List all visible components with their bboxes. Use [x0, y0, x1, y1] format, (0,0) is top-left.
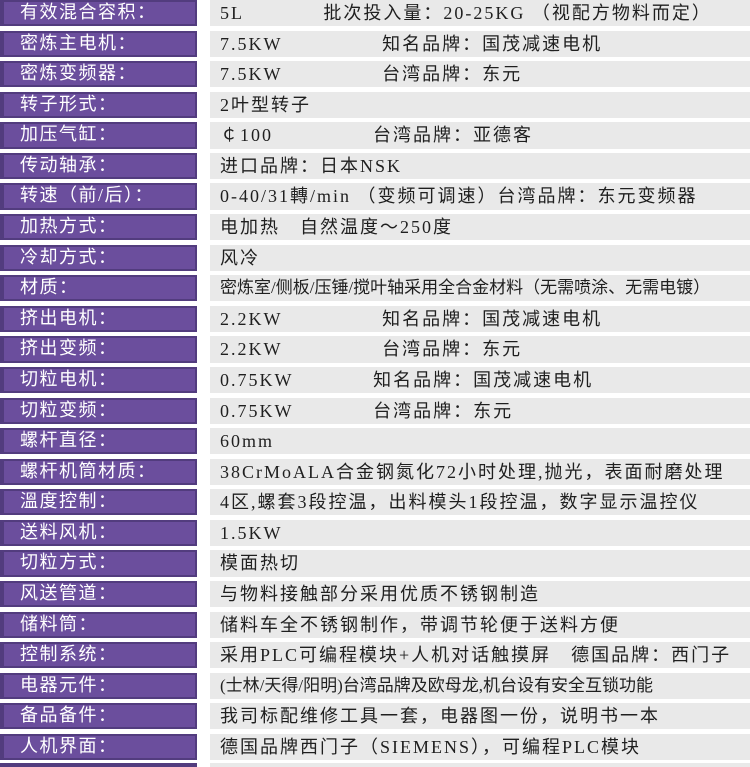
spec-label-cell: 螺杆直径：	[0, 428, 197, 455]
spec-label-cell: 传动轴承：	[0, 152, 197, 180]
spec-value-cell: 60mm	[210, 428, 750, 455]
spec-label-cell: 溫度控制：	[0, 489, 197, 516]
spec-value-cell: 进口品牌：日本NSK	[210, 152, 750, 180]
spec-row: 密炼变频器： 7.5KW 台湾品牌：东元	[0, 61, 750, 88]
spec-row: 螺杆机筒材质： 38CrMoALA合金钢氮化72小时处理,抛光，表面耐磨处理	[0, 458, 750, 485]
next-row-label-edge	[0, 763, 197, 767]
spec-row: 切粒变频： 0.75KW 台湾品牌：东元	[0, 397, 750, 424]
spec-row: 密炼主电机： 7.5KW 知名品牌：国茂减速电机	[0, 30, 750, 57]
spec-value-cell: 1.5KW	[210, 519, 750, 547]
spec-row: 溫度控制： 4区,螺套3段控温，出料模头1段控温，数字显示温控仪	[0, 489, 750, 516]
spec-label-cell: 储料筒：	[0, 611, 197, 638]
spec-label-cell: 切粒方式：	[0, 550, 197, 577]
spec-label-cell: 挤出变频：	[0, 336, 197, 363]
spec-value-cell: 38CrMoALA合金钢氮化72小时处理,抛光，表面耐磨处理	[210, 458, 750, 485]
spec-row: 人机界面： 德国品牌西门子（SIEMENS），可编程PLC模块	[0, 733, 750, 761]
spec-label-cell: 冷却方式：	[0, 244, 197, 271]
spec-value-cell: 与物料接触部分采用优质不锈钢制造	[210, 580, 750, 608]
spec-value-cell: 2.2KW 知名品牌：国茂减速电机	[210, 305, 750, 332]
spec-label-cell: 螺杆机筒材质：	[0, 458, 197, 485]
spec-row: 挤出变频： 2.2KW 台湾品牌：东元	[0, 336, 750, 363]
spec-label-cell: 材质：	[0, 275, 197, 302]
spec-label-cell: 加压气缸：	[0, 122, 197, 149]
spec-value-cell: (士林/天得/阳明)台湾品牌及欧母龙,机台设有安全互锁功能	[210, 672, 750, 699]
spec-label-cell: 加热方式：	[0, 214, 197, 241]
spec-row: 螺杆直径： 60mm	[0, 428, 750, 455]
spec-row: 冷却方式： 风冷	[0, 244, 750, 271]
spec-value-cell: 电加热 自然温度～250度	[210, 214, 750, 241]
spec-value-cell: 2叶型转子	[210, 91, 750, 118]
spec-row: 电器元件： (士林/天得/阳明)台湾品牌及欧母龙,机台设有安全互锁功能	[0, 672, 750, 699]
spec-value-cell: 0.75KW 知名品牌：国茂减速电机	[210, 366, 750, 394]
spec-label-cell: 转子形式：	[0, 91, 197, 118]
spec-row: 传动轴承： 进口品牌：日本NSK	[0, 152, 750, 180]
spec-row: 转速（前/后）： 0-40/31轉/min （变频可调速）台湾品牌：东元变频器	[0, 183, 750, 210]
spec-row: 储料筒： 储料车全不锈钢制作，带调节轮便于送料方便	[0, 611, 750, 638]
spec-row: 备品备件： 我司标配维修工具一套，电器图一份，说明书一本	[0, 703, 750, 730]
spec-row: 切粒方式： 模面热切	[0, 550, 750, 577]
spec-label-cell: 有效混合容积：	[0, 0, 197, 27]
spec-value-cell: 德国品牌西门子（SIEMENS），可编程PLC模块	[210, 733, 750, 761]
spec-row: 挤出电机： 2.2KW 知名品牌：国茂减速电机	[0, 305, 750, 332]
spec-row: 加压气缸： ￠100 台湾品牌：亚德客	[0, 122, 750, 149]
spec-row: 材质： 密炼室/侧板/压锤/搅叶轴采用全合金材料（无需喷涂、无需电镀）	[0, 275, 750, 302]
spec-value-cell: 2.2KW 台湾品牌：东元	[210, 336, 750, 363]
spec-row: 控制系统： 采用PLC可编程模块+人机对话触摸屏 德国品牌：西门子	[0, 642, 750, 669]
spec-value-cell: ￠100 台湾品牌：亚德客	[210, 122, 750, 149]
spec-row: 转子形式： 2叶型转子	[0, 91, 750, 118]
spec-row: 风送管道： 与物料接触部分采用优质不锈钢制造	[0, 580, 750, 608]
spec-value-cell: 5L 批次投入量：20-25KG （视配方物料而定）	[210, 0, 750, 27]
spec-row: 送料风机： 1.5KW	[0, 519, 750, 547]
spec-row: 切粒电机： 0.75KW 知名品牌：国茂减速电机	[0, 366, 750, 394]
next-row-value-edge	[210, 763, 750, 767]
spec-value-cell: 风冷	[210, 244, 750, 271]
spec-value-cell: 密炼室/侧板/压锤/搅叶轴采用全合金材料（无需喷涂、无需电镀）	[210, 275, 750, 302]
spec-label-cell: 电器元件：	[0, 672, 197, 699]
spec-value-cell: 储料车全不锈钢制作，带调节轮便于送料方便	[210, 611, 750, 638]
spec-value-cell: 0.75KW 台湾品牌：东元	[210, 397, 750, 424]
spec-label-cell: 备品备件：	[0, 703, 197, 730]
spec-label-cell: 控制系统：	[0, 642, 197, 669]
spec-label-cell: 挤出电机：	[0, 305, 197, 332]
spec-label-cell: 密炼变频器：	[0, 61, 197, 88]
spec-value-cell: 模面热切	[210, 550, 750, 577]
spec-row: 加热方式： 电加热 自然温度～250度	[0, 214, 750, 241]
spec-label-cell: 送料风机：	[0, 519, 197, 547]
spec-value-cell: 我司标配维修工具一套，电器图一份，说明书一本	[210, 703, 750, 730]
spec-label-cell: 人机界面：	[0, 733, 197, 761]
spec-label-cell: 切粒电机：	[0, 366, 197, 394]
next-row-partial-edge	[0, 763, 750, 767]
spec-value-cell: 7.5KW 台湾品牌：东元	[210, 61, 750, 88]
spec-value-cell: 采用PLC可编程模块+人机对话触摸屏 德国品牌：西门子	[210, 642, 750, 669]
spec-row: 有效混合容积： 5L 批次投入量：20-25KG （视配方物料而定）	[0, 0, 750, 27]
spec-label-cell: 转速（前/后）：	[0, 183, 197, 210]
spec-label-cell: 切粒变频：	[0, 397, 197, 424]
spec-label-cell: 风送管道：	[0, 580, 197, 608]
spec-label-cell: 密炼主电机：	[0, 30, 197, 57]
spec-value-cell: 0-40/31轉/min （变频可调速）台湾品牌：东元变频器	[210, 183, 750, 210]
spec-value-cell: 7.5KW 知名品牌：国茂减速电机	[210, 30, 750, 57]
spec-value-cell: 4区,螺套3段控温，出料模头1段控温，数字显示温控仪	[210, 489, 750, 516]
